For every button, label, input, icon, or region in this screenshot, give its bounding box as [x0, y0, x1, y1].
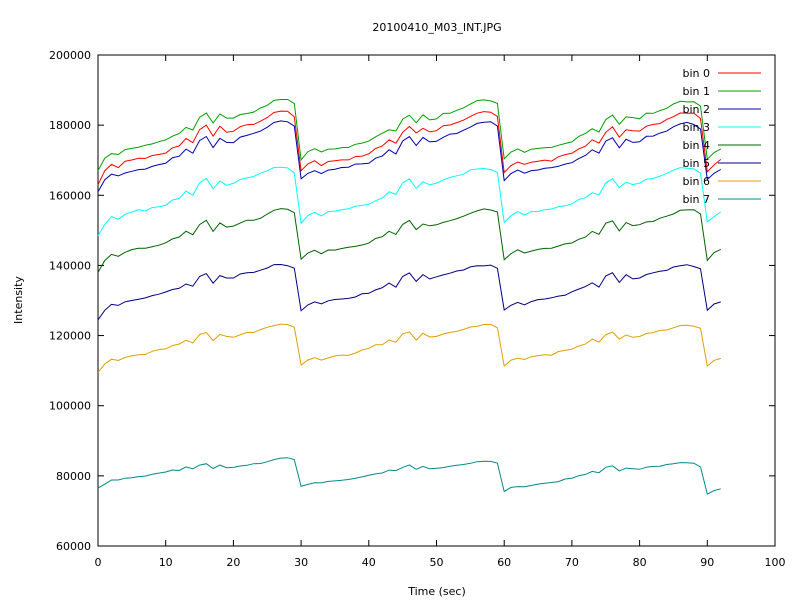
x-tick-label: 80 [633, 556, 647, 569]
chart-title: 20100410_M03_INT.JPG [372, 21, 501, 34]
y-tick-label: 140000 [49, 259, 91, 272]
series-line-bin-1 [97, 99, 722, 171]
series-line-bin-2 [97, 120, 722, 193]
x-axis-label: Time (sec) [407, 585, 466, 598]
y-tick-label: 120000 [49, 330, 91, 343]
y-tick-label: 80000 [56, 470, 91, 483]
y-tick-label: 60000 [56, 540, 91, 553]
series-line-bin-4 [97, 208, 722, 273]
x-tick-label: 40 [362, 556, 376, 569]
x-tick-label: 20 [226, 556, 240, 569]
plot-frame [97, 54, 776, 547]
x-tick-label: 0 [95, 556, 102, 569]
legend-label: bin 1 [682, 85, 710, 98]
legend-label: bin 3 [682, 121, 710, 134]
legend-label: bin 5 [682, 157, 710, 170]
x-tick-label: 90 [700, 556, 714, 569]
x-tick-label: 70 [565, 556, 579, 569]
series-line-bin-3 [97, 166, 722, 236]
legend-label: bin 6 [682, 175, 710, 188]
series-line-bin-5 [97, 263, 721, 321]
y-tick-label: 180000 [49, 119, 91, 132]
legend-label: bin 2 [682, 103, 710, 116]
series-layer [97, 99, 722, 495]
axis-ticks: 0 10 20 30 40 50 60 70 80 90 100 60000 80000 100000 12… [49, 49, 786, 569]
legend-label: bin 0 [682, 67, 710, 80]
legend-label: bin 4 [682, 139, 710, 152]
x-tick-label: 100 [765, 556, 786, 569]
x-tick-label: 30 [294, 556, 308, 569]
y-tick-label: 200000 [49, 49, 91, 62]
y-axis-label: Intensity [12, 276, 25, 324]
legend: bin 0 bin 1 bin 2 bin 3 bin 4 bin 5 bin 6 bin 7 [682, 67, 761, 206]
series-line-bin-6 [97, 323, 721, 373]
x-tick-label: 60 [497, 556, 511, 569]
y-tick-label: 160000 [49, 189, 91, 202]
series-line-bin-7 [97, 457, 721, 495]
x-tick-label: 50 [430, 556, 444, 569]
series-line-bin-0 [97, 110, 722, 186]
legend-label: bin 7 [682, 193, 710, 206]
x-tick-label: 10 [159, 556, 173, 569]
y-tick-label: 100000 [49, 400, 91, 413]
